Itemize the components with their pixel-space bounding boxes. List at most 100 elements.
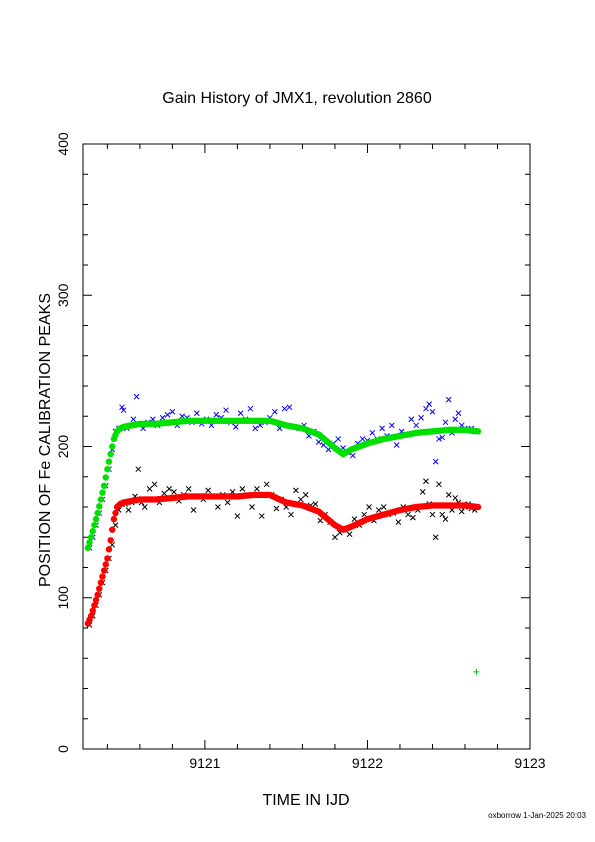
fit-point — [107, 450, 114, 458]
fit-point — [89, 607, 96, 614]
cross-point — [395, 519, 402, 525]
cross-point — [423, 478, 429, 485]
fit-point — [92, 515, 100, 523]
cross-point — [380, 504, 387, 510]
cross-point — [254, 485, 260, 492]
series-3 — [84, 491, 482, 627]
fit-point — [110, 515, 118, 523]
cross-point — [171, 489, 177, 495]
cross-point — [405, 511, 411, 518]
cross-point — [325, 446, 332, 453]
cross-point — [249, 504, 255, 510]
cross-point — [452, 416, 459, 423]
cross-point — [263, 481, 270, 488]
cross-point — [286, 404, 293, 411]
cross-point — [190, 507, 197, 513]
y-tick-label: 300 — [55, 283, 71, 307]
cross-point — [369, 430, 376, 436]
cross-point — [312, 501, 319, 507]
series-2 — [84, 417, 482, 552]
cross-point — [247, 405, 254, 412]
fit-point — [96, 585, 103, 592]
cross-point — [185, 485, 192, 492]
y-tick-label: 100 — [55, 586, 71, 610]
fit-point — [100, 482, 108, 490]
cross-point — [252, 425, 259, 432]
cross-point — [213, 411, 220, 418]
cross-point — [413, 422, 420, 429]
x-tick-label: 9123 — [514, 755, 545, 771]
fit-point — [99, 489, 106, 496]
x-tick-label: 9122 — [352, 755, 383, 771]
fit-point — [91, 602, 98, 609]
fit-point — [94, 591, 101, 598]
cross-point — [442, 419, 449, 426]
cross-point — [119, 404, 125, 411]
cross-point — [332, 534, 338, 541]
cross-point — [232, 423, 239, 430]
cross-point — [408, 416, 415, 423]
cross-point — [141, 504, 148, 510]
y-tick-label: 200 — [55, 435, 71, 459]
fit-point — [109, 443, 116, 450]
cross-point — [258, 513, 265, 519]
cross-point — [146, 485, 153, 492]
cross-point — [239, 485, 246, 492]
fit-point — [105, 458, 113, 465]
cross-point — [452, 495, 459, 501]
cross-point — [151, 481, 158, 488]
series-0 — [86, 393, 478, 551]
cross-point — [445, 396, 452, 403]
cross-point — [317, 517, 324, 524]
cross-point — [224, 499, 231, 506]
cross-point — [223, 407, 229, 414]
cross-point — [423, 405, 429, 412]
fit-point — [87, 612, 95, 620]
cross-point — [455, 410, 462, 417]
y-tick-label: 400 — [55, 132, 71, 156]
fit-point — [104, 465, 111, 473]
cross-point — [205, 487, 212, 494]
fit-point — [102, 474, 109, 481]
cross-point — [271, 408, 278, 415]
cross-point — [237, 410, 244, 417]
cross-point — [418, 414, 424, 421]
fit-point — [84, 544, 92, 552]
cross-point — [410, 514, 416, 521]
cross-point — [359, 436, 366, 442]
cross-point — [366, 504, 372, 510]
fit-point — [474, 428, 482, 435]
cross-point — [445, 492, 452, 498]
x-tick-label: 9121 — [189, 755, 220, 771]
cross-point — [215, 504, 221, 510]
chart-title: Gain History of JMX1, revolution 2860 — [162, 90, 432, 107]
cross-point — [161, 490, 168, 497]
cross-point — [130, 416, 137, 423]
fit-point — [89, 528, 96, 535]
fit-point — [100, 567, 108, 574]
cross-point — [351, 516, 358, 522]
cross-point — [166, 485, 173, 492]
cross-point — [169, 408, 176, 415]
data-series — [84, 393, 482, 675]
axis-ticks — [83, 143, 531, 750]
fit-point — [86, 539, 93, 546]
cross-point — [125, 507, 132, 513]
cross-point — [112, 522, 119, 529]
cross-point — [432, 534, 439, 541]
cross-point — [297, 496, 304, 503]
cross-point — [361, 511, 368, 518]
cross-point — [315, 439, 322, 445]
cross-point — [159, 414, 166, 421]
series-4 — [473, 668, 480, 675]
y-tick-labels: 0 100 200 300 400 — [55, 132, 71, 753]
cross-point — [349, 452, 356, 459]
cross-point — [273, 505, 280, 512]
cross-point — [288, 511, 294, 518]
cross-point — [234, 513, 241, 519]
cross-point — [439, 434, 446, 441]
x-tick-labels: 9121 9122 9123 — [189, 755, 545, 771]
cross-point — [346, 531, 353, 538]
cross-point — [388, 422, 395, 429]
